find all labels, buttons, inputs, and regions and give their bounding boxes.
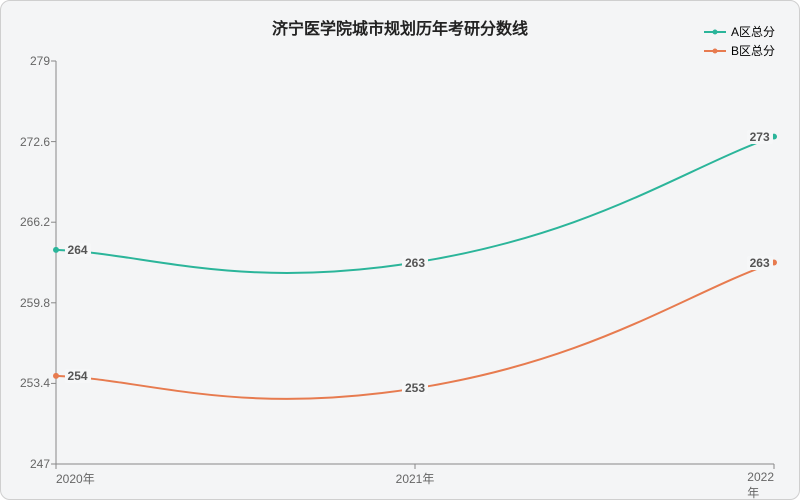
chart-container: 济宁医学院城市规划历年考研分数线 A区总分 B区总分 247253.4259.8… [0, 0, 800, 500]
legend-swatch-b [704, 50, 726, 52]
y-tick-label: 247 [30, 457, 56, 471]
plot-area: 247253.4259.8266.2272.62792020年2021年2022… [56, 61, 774, 464]
data-label: 263 [402, 256, 428, 270]
chart-title: 济宁医学院城市规划历年考研分数线 [272, 15, 528, 39]
data-label: 263 [747, 256, 773, 270]
data-point [53, 247, 59, 253]
y-tick-label: 272.6 [20, 135, 56, 149]
data-label: 273 [747, 130, 773, 144]
x-tick-label: 2021年 [396, 464, 435, 487]
x-tick-label: 2020年 [56, 464, 95, 487]
data-label: 264 [65, 243, 91, 257]
data-label: 253 [402, 381, 428, 395]
data-label: 254 [65, 369, 91, 383]
y-tick-label: 259.8 [20, 296, 56, 310]
legend-label-b: B区总分 [731, 42, 775, 59]
y-tick-label: 279 [30, 54, 56, 68]
y-tick-label: 253.4 [20, 376, 56, 390]
legend-swatch-a [704, 31, 726, 33]
legend: A区总分 B区总分 [704, 23, 775, 61]
legend-label-a: A区总分 [731, 23, 775, 40]
y-tick-label: 266.2 [20, 215, 56, 229]
legend-item-b: B区总分 [704, 42, 775, 59]
series-line [56, 137, 774, 273]
series-line [56, 263, 774, 399]
x-tick-label: 2022年 [747, 464, 774, 501]
legend-item-a: A区总分 [704, 23, 775, 40]
